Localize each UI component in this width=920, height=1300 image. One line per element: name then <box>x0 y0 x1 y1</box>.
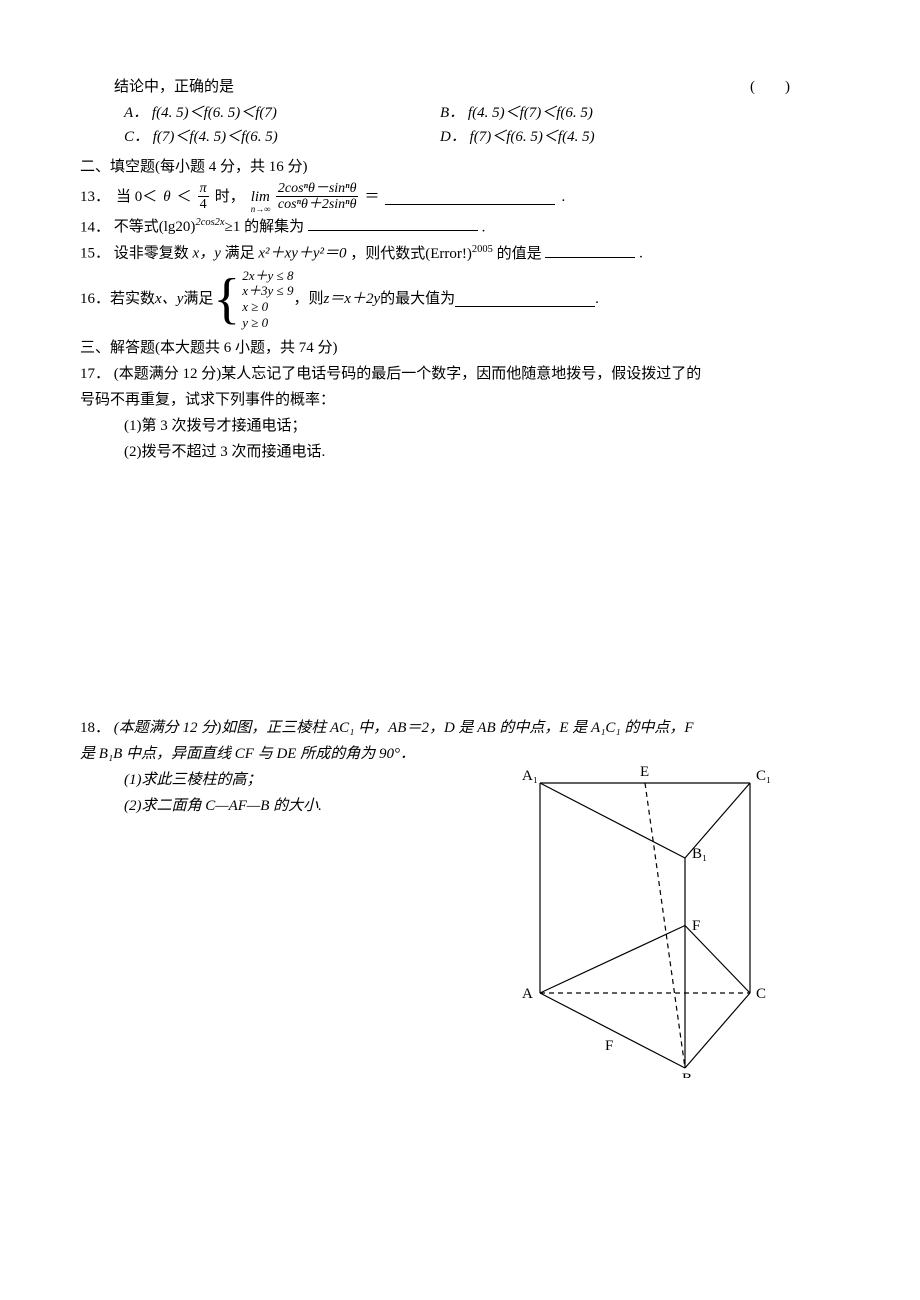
q13-row: 13． 当 0＜ θ ＜ π 4 时， lim 2cosⁿθ－sinⁿθ cos… <box>80 181 840 213</box>
q16-blank <box>455 291 595 308</box>
label-F-bot: F <box>605 1038 613 1054</box>
q13-num: 13． <box>80 185 110 209</box>
q17-text1: (本题满分 12 分)某人忘记了电话号码的最后一个数字，因而他随意地拨号，假设拨… <box>114 366 702 382</box>
q15-xy: x，y <box>193 246 225 262</box>
q16-text3: ，则 <box>293 287 323 311</box>
q16-z: z＝x＋2y <box>323 287 380 311</box>
q15-num: 15． <box>80 246 110 262</box>
q14-text: 不等式(lg20)2cos2x≥1 的解集为 <box>114 219 304 235</box>
q15-text2: 满足 <box>225 246 259 262</box>
q16-period: . <box>595 287 599 311</box>
q17-line2: 号码不再重复，试求下列事件的概率： <box>80 388 840 412</box>
q12-optD-expr: f(7)＜f(6. 5)＜f(4. 5) <box>470 129 595 145</box>
q17-num: 17． <box>80 366 110 382</box>
q13-lim: lim <box>251 185 270 209</box>
q17-sub1: (1)第 3 次拨号才接通电话； <box>80 414 840 438</box>
q12-answer-paren: ( ) <box>750 75 840 99</box>
q12-optB-label: B． <box>440 105 464 121</box>
label-C1: C₁ <box>756 768 771 784</box>
q16-num: 16． <box>80 287 110 311</box>
q18-text1: (本题满分 12 分)如图，正三棱柱 AC₁ 中，AB＝2，D 是 AB 的中点… <box>114 720 694 736</box>
q15-text1: 设非零复数 <box>114 246 193 262</box>
q12-stem-tail: 结论中，正确的是 ( ) <box>80 75 840 99</box>
q16-text1: 若实数 <box>110 287 155 311</box>
label-C: C <box>756 986 766 1002</box>
q12-optB-expr: f(4. 5)＜f(7)＜f(6. 5) <box>468 105 593 121</box>
q13-lt: ＜ <box>177 185 192 209</box>
q13-blank <box>385 189 555 206</box>
q14-num: 14． <box>80 219 110 235</box>
label-B1: B₁ <box>692 846 707 862</box>
q16-xy: x、y <box>155 287 183 311</box>
q18-line1: 18． (本题满分 12 分)如图，正三棱柱 AC₁ 中，AB＝2，D 是 AB… <box>80 716 840 740</box>
q12-optA-expr: f(4. 5)＜f(6. 5)＜f(7) <box>152 105 277 121</box>
label-F-top: F <box>692 918 700 934</box>
q16-row: 16． 若实数 x、y 满足 { 2x＋y ≤ 8 x＋3y ≤ 9 x ≥ 0… <box>80 268 840 330</box>
q17-line1: 17． (本题满分 12 分)某人忘记了电话号码的最后一个数字，因而他随意地拨号… <box>80 362 840 386</box>
label-B: B <box>682 1071 692 1078</box>
q14-row: 14． 不等式(lg20)2cos2x≥1 的解集为 . <box>80 215 840 240</box>
q13-theta1: θ <box>163 185 170 209</box>
q17-sub2: (2)拨号不超过 3 次而接通电话. <box>80 440 840 464</box>
prism-diagram: A₁ E C₁ B₁ F A C F B <box>510 758 800 1078</box>
q13-mid: 时， <box>215 185 245 209</box>
q12-stem-text: 结论中，正确的是 <box>114 79 234 95</box>
q15-expr: x²＋xy＋y²＝0 <box>258 246 346 262</box>
q12-options-row1: A． f(4. 5)＜f(6. 5)＜f(7) B． f(4. 5)＜f(7)＜… <box>80 101 840 125</box>
label-E: E <box>640 764 649 780</box>
q18-num: 18． <box>80 720 110 736</box>
q15-row: 15． 设非零复数 x，y 满足 x²＋xy＋y²＝0 ，则代数式(Error!… <box>80 241 840 266</box>
q13-pi-over-4: π 4 <box>198 181 209 213</box>
q13-eq: ＝ <box>364 185 379 209</box>
q13-period: . <box>561 185 565 209</box>
q14-period: . <box>482 219 486 235</box>
q12-options-row2: C． f(7)＜f(4. 5)＜f(6. 5) D． f(7)＜f(6. 5)＜… <box>80 125 840 149</box>
section3-title: 三、解答题(本大题共 6 小题，共 74 分) <box>80 336 840 360</box>
q13-prefix: 当 0＜ <box>116 185 157 209</box>
q13-main-frac: 2cosⁿθ－sinⁿθ cosⁿθ＋2sinⁿθ <box>276 181 359 213</box>
q12-optA-label: A． <box>124 105 148 121</box>
label-A1: A₁ <box>522 768 538 784</box>
label-A: A <box>522 986 533 1002</box>
q14-blank <box>308 215 478 232</box>
section2-title: 二、填空题(每小题 4 分，共 16 分) <box>80 155 840 179</box>
q15-text3: ，则代数式(Error!)2005 的值是 <box>350 246 541 262</box>
q15-period: . <box>639 246 643 262</box>
q16-text4: 的最大值为 <box>380 287 455 311</box>
q16-constraints: { 2x＋y ≤ 8 x＋3y ≤ 9 x ≥ 0 y ≥ 0 <box>213 268 293 330</box>
q12-optC-expr: f(7)＜f(4. 5)＜f(6. 5) <box>153 129 278 145</box>
q16-text2: 满足 <box>183 287 213 311</box>
q12-optC-label: C． <box>124 129 149 145</box>
q15-blank <box>545 241 635 258</box>
q12-optD-label: D． <box>440 129 466 145</box>
